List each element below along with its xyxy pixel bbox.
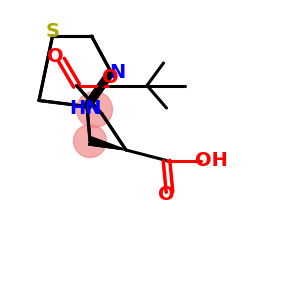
Polygon shape bbox=[88, 137, 126, 150]
Text: S: S bbox=[46, 22, 59, 41]
Text: OH: OH bbox=[195, 151, 228, 170]
Text: HN: HN bbox=[69, 98, 102, 118]
Polygon shape bbox=[88, 137, 126, 150]
Text: O: O bbox=[158, 185, 175, 205]
Text: O: O bbox=[102, 68, 118, 87]
Circle shape bbox=[74, 124, 106, 158]
Text: O: O bbox=[47, 47, 64, 67]
Text: N: N bbox=[109, 62, 125, 82]
Circle shape bbox=[76, 92, 112, 128]
